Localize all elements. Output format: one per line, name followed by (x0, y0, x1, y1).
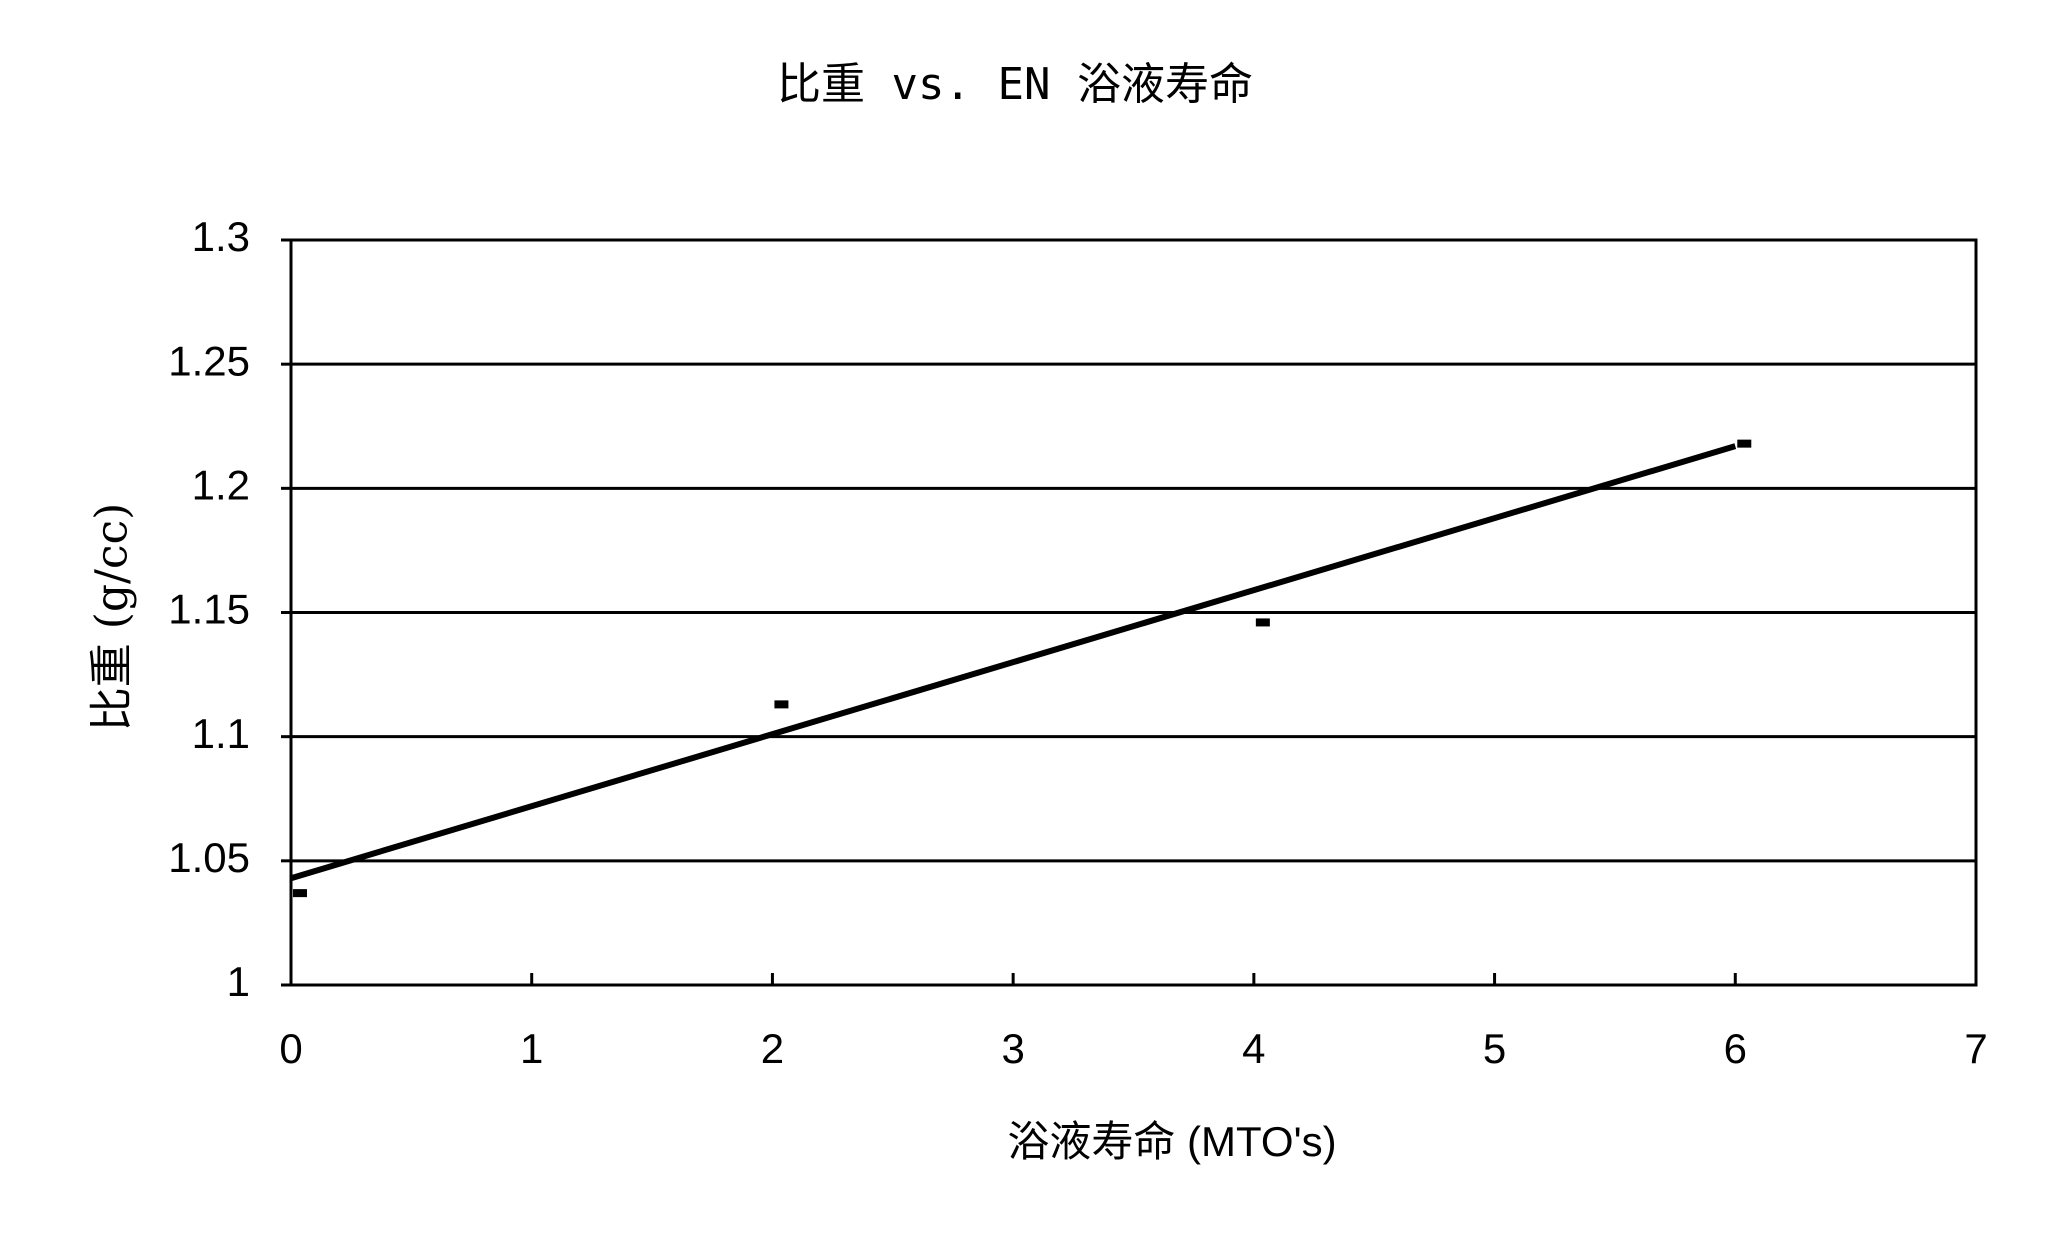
x-tick-label: 3 (1001, 1025, 1024, 1072)
y-tick-label: 1.2 (192, 461, 250, 508)
point (1737, 439, 1752, 448)
y-tick-label: 1.05 (168, 834, 250, 881)
plot-frame (289, 238, 1978, 987)
x-axis-label: 浴液寿命 (MTO's) (1007, 1118, 1336, 1165)
point (293, 889, 307, 898)
x-tick-label: 6 (1724, 1025, 1747, 1072)
x-tick-label: 4 (1242, 1025, 1265, 1072)
x-tick-label: 2 (761, 1025, 784, 1072)
y-tick-label: 1.25 (168, 337, 250, 384)
point (774, 700, 789, 709)
x-tick-label: 7 (1964, 1025, 1987, 1072)
y-tick-label: 1.15 (168, 586, 250, 633)
x-tick-label: 1 (520, 1025, 543, 1072)
x-tick-label: 0 (279, 1025, 302, 1072)
point (1255, 618, 1270, 627)
y-tick-label: 1.3 (192, 213, 250, 260)
chart-title: 比重 vs. EN 浴液寿命 (777, 59, 1253, 110)
trendline (290, 443, 1737, 882)
y-axis-label: 比重 (g/cc) (87, 503, 138, 732)
y-tick-label: 1 (227, 958, 250, 1005)
x-tick-label: 5 (1483, 1025, 1506, 1072)
y-tick-label: 1.1 (192, 710, 250, 757)
